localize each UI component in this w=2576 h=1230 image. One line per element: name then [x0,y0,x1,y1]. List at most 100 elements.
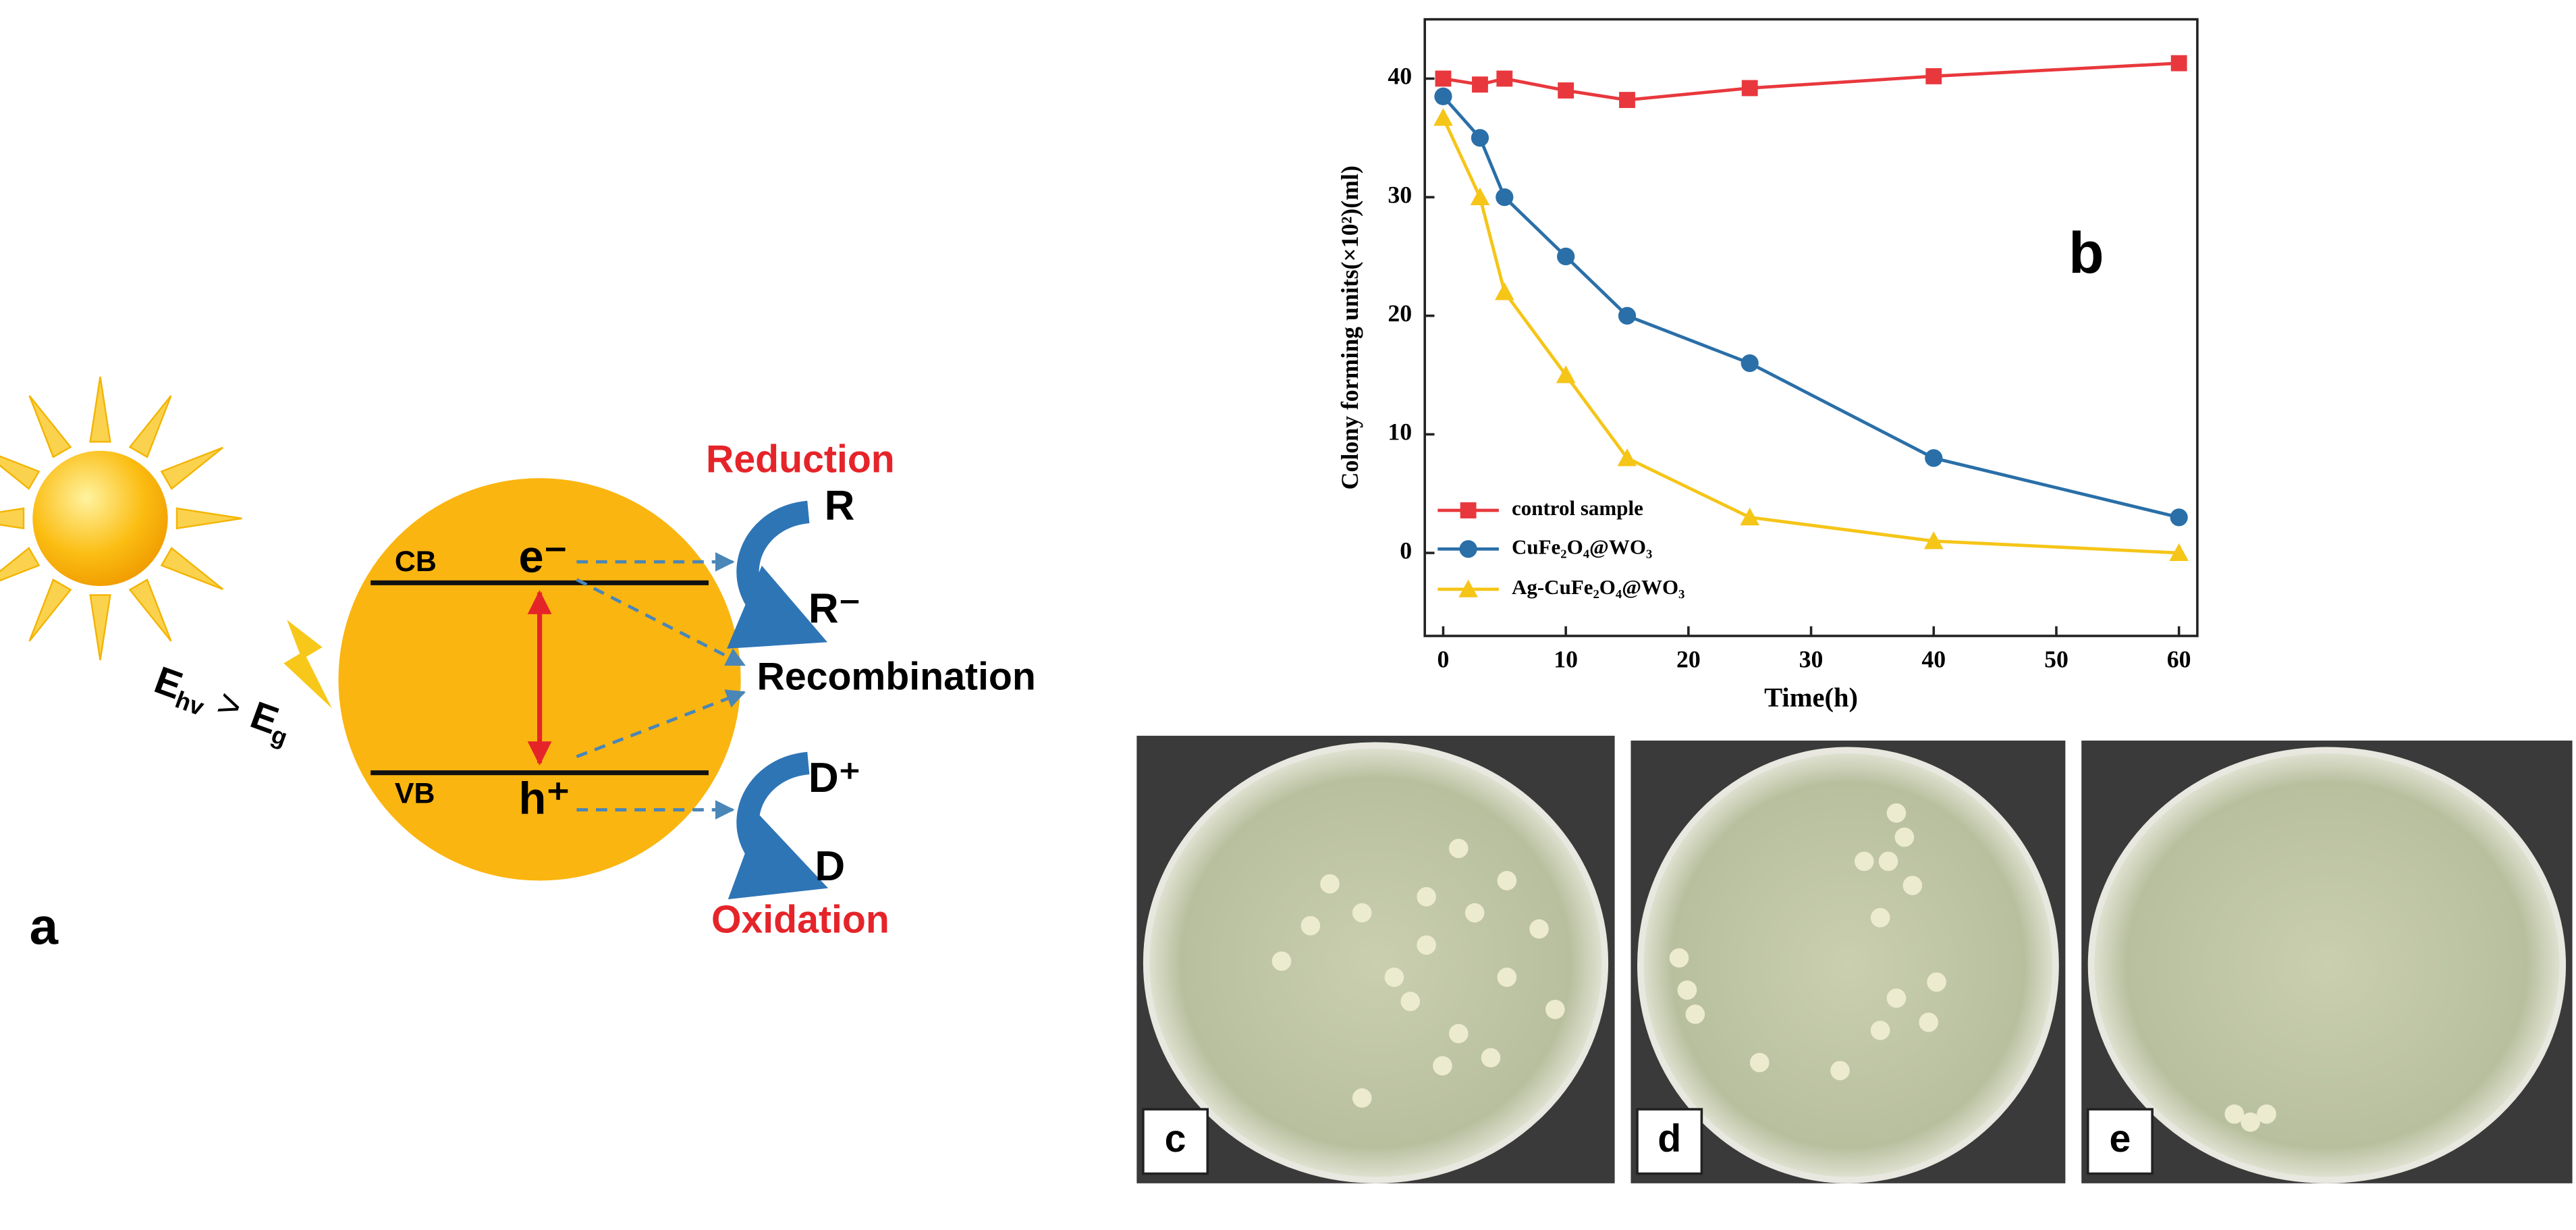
colony [1529,919,1549,939]
x-tick-label: 60 [2167,645,2191,672]
transfer-arrows [576,552,746,820]
panel-label: b [2068,221,2104,286]
recomb-arrow [576,689,746,759]
x-tick-label: 10 [1554,645,1578,672]
ray [160,547,223,590]
marker [1557,247,1575,266]
dish [1143,742,1609,1183]
colony [1870,908,1890,928]
y-tick-label: 20 [1388,300,1412,327]
marker [1617,448,1637,466]
legend-label: CuFe₂O₄@WO₃ [1512,535,1652,558]
ray [175,507,242,530]
colony [1464,903,1485,923]
colony [2241,1112,2260,1132]
legend-marker [1459,540,1477,558]
panel-label: d [1657,1117,1681,1160]
label-box [1636,1108,1703,1175]
colony [1300,915,1321,936]
marker [2170,508,2188,527]
y-tick-label: 0 [1400,537,1412,564]
electron-label: e⁻ [519,533,568,583]
dish [2087,747,2567,1183]
marker [1740,508,1760,526]
colony [1886,803,1907,823]
x-tick-label: 0 [1437,645,1450,672]
dish [1637,747,2059,1183]
colony [1919,1013,1938,1032]
colony [2224,1104,2245,1124]
legend-label: Ag-CuFe₂O₄@WO₃ [1512,575,1684,599]
colony [1870,1020,1890,1040]
colony [1433,1056,1452,1076]
ray [128,579,172,642]
colony [1417,935,1436,955]
vb-label: VB [395,777,435,809]
ray [28,395,72,458]
colony [1448,838,1469,859]
ray [160,446,223,490]
colony [1830,1061,1850,1081]
x-axis-label: Time(h) [1764,683,1858,713]
ray [0,547,40,582]
colony [1417,887,1436,907]
y-tick-label: 10 [1388,419,1412,446]
x-tick-label: 50 [2044,645,2068,672]
ray [0,455,40,490]
ray [28,579,72,642]
marker [1434,87,1452,105]
marker [1496,188,1514,207]
colony [1669,948,1689,968]
marker [2170,55,2187,72]
colony [1497,871,1517,890]
colony [1677,980,1697,1000]
marker [1433,108,1453,126]
x-tick-label: 30 [1799,645,1824,672]
colony [1854,851,1874,872]
legend-label: control sample [1512,496,1643,520]
label-box [2086,1108,2154,1175]
label-box [1142,1108,1209,1175]
series-line [1443,61,2179,102]
sun-rays [0,376,242,660]
colony [1902,876,1923,895]
colony [1886,988,1907,1008]
marker [1923,531,1944,550]
r-label: R [825,483,855,529]
marker [1472,76,1488,93]
colony [1448,1023,1469,1044]
legend-marker [1458,579,1478,597]
energy-relation: Ehv >Eg [148,658,298,751]
panel-b: 0 10 20 30 40 50 60 0 10 20 30 40 Time(h) Colony form… [1336,18,2199,713]
ray [0,507,25,530]
relation: > [212,681,248,730]
oxidation-label: Oxidation [711,899,889,942]
marker [1618,306,1637,325]
panel-label: e [2110,1117,2131,1160]
hole-label: h⁺ [519,774,570,824]
recombination-label: Recombination [757,656,1036,699]
marker [1741,80,1758,97]
marker [1495,282,1514,300]
d-label: D [815,843,845,890]
ray [89,594,111,660]
panel-a: Reduction Oxidation R R⁻ D⁺ D Recombinat… [0,376,1036,956]
oxidation-arrow [728,751,829,900]
colony [1352,1088,1372,1108]
cb-label: CB [395,545,437,578]
colony [1927,972,1946,992]
colony [1352,903,1372,923]
colony [1481,1048,1501,1068]
colony [1878,851,1898,872]
reduction-arrow [726,500,827,649]
marker [1470,187,1490,206]
photos: c d e [1136,735,2573,1183]
colony [2257,1104,2276,1124]
marker [1496,70,1513,87]
reduction-label: Reduction [706,438,895,481]
marker [1558,82,1574,99]
colony [1320,874,1340,894]
colony [1271,951,1292,971]
d-plus-label: D⁺ [809,755,861,801]
